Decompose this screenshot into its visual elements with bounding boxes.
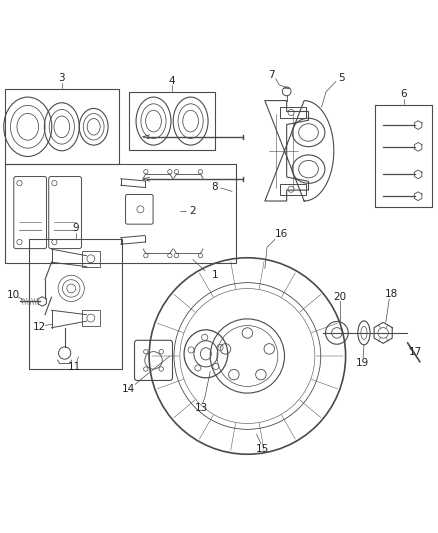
Text: 16: 16 bbox=[274, 229, 288, 239]
Text: 8: 8 bbox=[211, 182, 218, 191]
Text: 9: 9 bbox=[72, 223, 79, 233]
Bar bbox=[82, 310, 99, 326]
Bar bbox=[82, 251, 99, 266]
Text: 18: 18 bbox=[385, 288, 398, 298]
Text: 17: 17 bbox=[409, 346, 422, 357]
Text: 10: 10 bbox=[7, 290, 19, 300]
Text: 15: 15 bbox=[256, 444, 269, 454]
Text: 3: 3 bbox=[59, 74, 65, 83]
Bar bbox=[5, 164, 237, 263]
Bar bbox=[280, 107, 306, 118]
Text: 4: 4 bbox=[169, 76, 175, 86]
Text: 2: 2 bbox=[190, 206, 196, 216]
Text: 6: 6 bbox=[400, 90, 407, 100]
Text: 7: 7 bbox=[268, 70, 275, 80]
Text: 14: 14 bbox=[122, 384, 135, 394]
Text: 1: 1 bbox=[211, 270, 218, 280]
Text: 11: 11 bbox=[67, 362, 81, 372]
Bar bbox=[280, 183, 306, 195]
Text: 13: 13 bbox=[195, 403, 208, 414]
Bar bbox=[29, 239, 122, 369]
Bar bbox=[5, 89, 119, 164]
Text: 19: 19 bbox=[356, 358, 369, 368]
Text: 5: 5 bbox=[338, 73, 345, 83]
Bar bbox=[375, 105, 432, 207]
Bar bbox=[130, 92, 215, 150]
Text: 20: 20 bbox=[333, 292, 346, 302]
Text: 12: 12 bbox=[32, 322, 46, 332]
